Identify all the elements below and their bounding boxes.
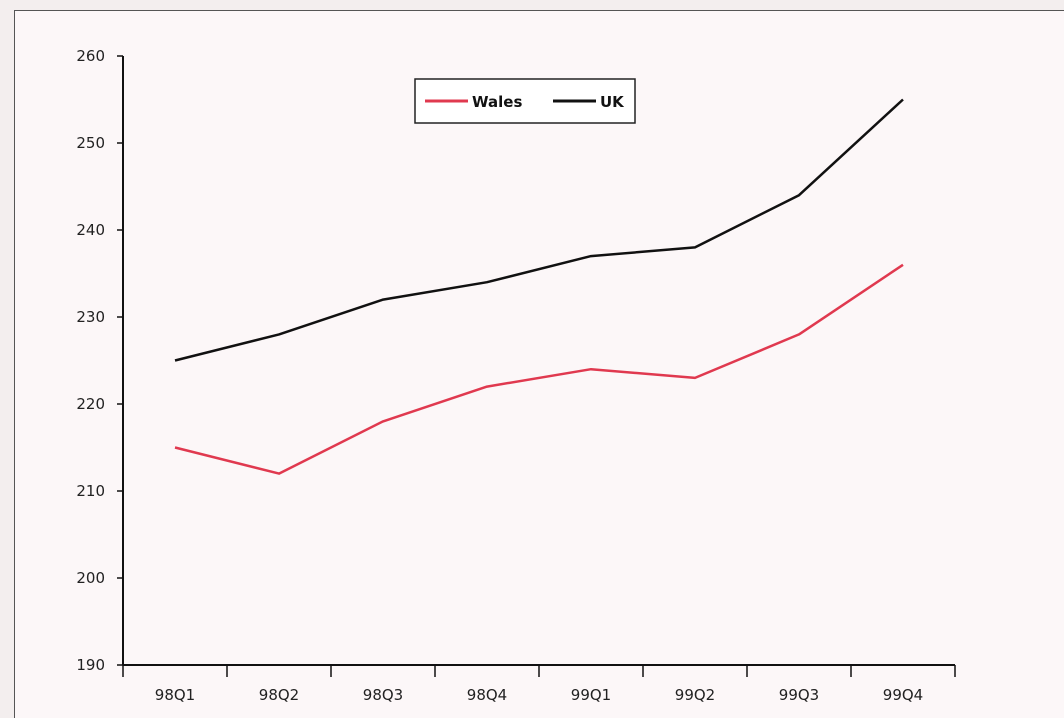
x-tick-label: 98Q1 xyxy=(155,686,195,704)
x-tick-label: 98Q2 xyxy=(259,686,299,704)
data-point-wales xyxy=(277,472,281,476)
y-tick-label: 190 xyxy=(76,656,105,674)
y-tick-label: 220 xyxy=(76,395,105,413)
legend: Wales UK xyxy=(414,78,636,124)
data-point-wales xyxy=(589,367,593,371)
y-tick-label: 210 xyxy=(76,482,105,500)
x-tick-label: 99Q4 xyxy=(883,686,923,704)
x-tick-label: 99Q1 xyxy=(571,686,611,704)
data-point-wales xyxy=(381,419,385,423)
legend-label-uk: UK xyxy=(600,93,625,111)
data-point-uk xyxy=(381,298,385,302)
data-point-uk xyxy=(277,332,281,336)
y-tick-label: 230 xyxy=(76,308,105,326)
y-tick-label: 260 xyxy=(76,47,105,65)
x-tick-label: 99Q2 xyxy=(675,686,715,704)
data-point-wales xyxy=(485,385,489,389)
x-tick-label: 98Q4 xyxy=(467,686,507,704)
data-point-uk xyxy=(173,359,177,363)
data-point-uk xyxy=(901,98,905,102)
data-point-wales xyxy=(901,263,905,267)
series-layer xyxy=(173,98,905,476)
data-point-uk xyxy=(797,193,801,197)
series-line-uk xyxy=(174,98,904,362)
data-point-wales xyxy=(173,446,177,450)
data-point-wales xyxy=(693,376,697,380)
data-point-uk xyxy=(693,245,697,249)
y-tick-label: 200 xyxy=(76,569,105,587)
chart-frame xyxy=(14,10,1064,718)
data-point-uk xyxy=(485,280,489,284)
x-tick-label: 98Q3 xyxy=(363,686,403,704)
y-tick-label: 250 xyxy=(76,134,105,152)
axes: 260 250 240 230 220 210 200 190 98Q1 98Q2 98Q3 98Q4… xyxy=(76,47,956,704)
legend-label-wales: Wales xyxy=(472,93,522,111)
y-tick-label: 240 xyxy=(76,221,105,239)
data-point-uk xyxy=(589,254,593,258)
data-point-wales xyxy=(797,332,801,336)
series-line-wales xyxy=(174,263,904,475)
x-tick-label: 99Q3 xyxy=(779,686,819,704)
